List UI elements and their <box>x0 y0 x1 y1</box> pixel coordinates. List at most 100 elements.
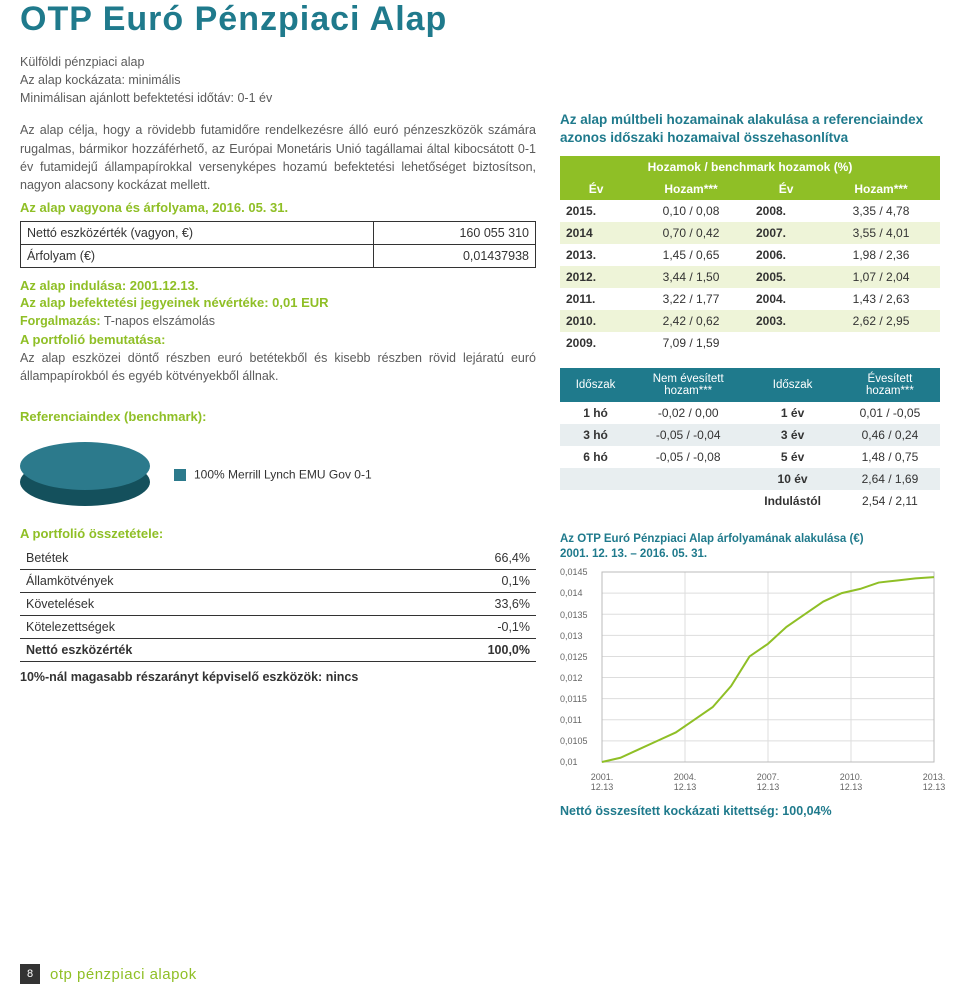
x-tick-label: 2010. 12.13 <box>821 772 881 792</box>
table-row: 2009.7,09 / 1,59 <box>560 332 940 354</box>
y-tick-label: 0,0105 <box>560 736 588 746</box>
settlement-line: Forgalmazás: T-napos elszámolás <box>20 312 536 330</box>
portf-label: Nettó eszközérték <box>20 639 373 662</box>
y-tick-label: 0,012 <box>560 673 583 683</box>
nav-table: Nettó eszközérték (vagyon, €) 160 055 31… <box>20 221 536 268</box>
returns-heading: Az alap múltbeli hozamainak alakulása a … <box>560 111 940 146</box>
returns-cell: 2008. <box>750 200 822 222</box>
portf-label: Betétek <box>20 547 373 570</box>
table-row: 1 hó-0,02 / 0,001 év0,01 / -0,05 <box>560 402 940 424</box>
y-tick-label: 0,0125 <box>560 652 588 662</box>
period-cell: -0,02 / 0,00 <box>631 402 745 424</box>
returns-cell: 2006. <box>750 244 822 266</box>
period-cell: 3 hó <box>560 424 631 446</box>
portf-value: -0,1% <box>373 616 536 639</box>
rate-value: 0,01437938 <box>373 244 535 267</box>
returns-cell: 2014 <box>560 222 632 244</box>
table-row: Indulástól2,54 / 2,11 <box>560 490 940 512</box>
returns-cell: 2009. <box>560 332 632 354</box>
chart-caption: Az OTP Euró Pénzpiaci Alap árfolyamának … <box>560 532 940 562</box>
period-head: Nem évesített hozam*** <box>631 368 745 402</box>
table-row: Államkötvények0,1% <box>20 570 536 593</box>
footer-text: otp pénzpiaci alapok <box>50 966 197 983</box>
portfolio-table: Betétek66,4% Államkötvények0,1% Követelé… <box>20 547 536 662</box>
returns-cell: 2005. <box>750 266 822 288</box>
over-10-note: 10%-nál magasabb részarányt képviselő es… <box>20 670 536 684</box>
table-row: Árfolyam (€) 0,01437938 <box>21 244 536 267</box>
period-head: Évesített hozam*** <box>840 368 940 402</box>
legend-swatch-icon <box>174 469 186 481</box>
pie-legend: 100% Merrill Lynch EMU Gov 0-1 <box>174 467 372 482</box>
settlement-value: T-napos elszámolás <box>101 314 215 328</box>
portf-value: 100,0% <box>373 639 536 662</box>
period-cell: Indulástól <box>745 490 840 512</box>
period-cell: 5 év <box>745 446 840 468</box>
table-row: 10 év2,64 / 1,69 <box>560 468 940 490</box>
table-row: Kötelezettségek-0,1% <box>20 616 536 639</box>
returns-cell: 2004. <box>750 288 822 310</box>
returns-cell <box>750 332 822 354</box>
returns-cell: 7,09 / 1,59 <box>632 332 750 354</box>
returns-cell: 2015. <box>560 200 632 222</box>
period-cell: 1 év <box>745 402 840 424</box>
table-row: 2010.2,42 / 0,622003.2,62 / 2,95 <box>560 310 940 332</box>
period-cell <box>560 468 631 490</box>
returns-table: Hozamok / benchmark hozamok (%) Év Hozam… <box>560 156 940 354</box>
returns-cell: 3,22 / 1,77 <box>632 288 750 310</box>
page-number: 8 <box>20 964 40 984</box>
period-cell: 6 hó <box>560 446 631 468</box>
y-tick-label: 0,01 <box>560 757 578 767</box>
returns-cell <box>822 332 940 354</box>
portfolio-intro-text: Az alap eszközei döntő részben euró beté… <box>20 349 536 385</box>
returns-head: Hozam*** <box>822 178 940 200</box>
table-row: 2011.3,22 / 1,772004.1,43 / 2,63 <box>560 288 940 310</box>
portfolio-comp-label: A portfolió összetétele: <box>20 526 536 541</box>
y-tick-label: 0,0135 <box>560 610 588 620</box>
returns-superhead: Hozamok / benchmark hozamok (%) <box>560 156 940 178</box>
table-row: 3 hó-0,05 / -0,043 év0,46 / 0,24 <box>560 424 940 446</box>
returns-head: Hozam*** <box>632 178 750 200</box>
rate-label: Árfolyam (€) <box>21 244 374 267</box>
exposure-note: Nettó összesített kockázati kitettség: 1… <box>560 804 940 818</box>
y-tick-label: 0,011 <box>560 715 582 725</box>
page-title: OTP Euró Pénzpiaci Alap <box>20 0 940 39</box>
nav-label: Nettó eszközérték (vagyon, €) <box>21 221 374 244</box>
intro-line-3: Minimálisan ajánlott befektetési időtáv:… <box>20 89 940 107</box>
table-row: 6 hó-0,05 / -0,085 év1,48 / 0,75 <box>560 446 940 468</box>
nav-heading: Az alap vagyona és árfolyama, 2016. 05. … <box>20 200 536 215</box>
returns-cell: 1,07 / 2,04 <box>822 266 940 288</box>
period-cell: 2,64 / 1,69 <box>840 468 940 490</box>
legend-label: 100% Merrill Lynch EMU Gov 0-1 <box>194 468 372 482</box>
returns-cell: 0,70 / 0,42 <box>632 222 750 244</box>
returns-cell: 3,35 / 4,78 <box>822 200 940 222</box>
returns-head: Év <box>750 178 822 200</box>
returns-cell: 2,62 / 2,95 <box>822 310 940 332</box>
returns-cell: 2013. <box>560 244 632 266</box>
table-row: Nettó eszközérték100,0% <box>20 639 536 662</box>
line-chart: 0,01450,0140,01350,0130,01250,0120,01150… <box>560 566 940 786</box>
returns-head: Év <box>560 178 632 200</box>
table-row: 20140,70 / 0,422007.3,55 / 4,01 <box>560 222 940 244</box>
portf-label: Kötelezettségek <box>20 616 373 639</box>
returns-cell: 1,45 / 0,65 <box>632 244 750 266</box>
x-tick-label: 2004. 12.13 <box>655 772 715 792</box>
pie-chart-row: 100% Merrill Lynch EMU Gov 0-1 <box>20 442 536 506</box>
period-head: Időszak <box>745 368 840 402</box>
pie-chart-icon <box>20 442 150 506</box>
period-cell: 1 hó <box>560 402 631 424</box>
table-row: 2012.3,44 / 1,502005.1,07 / 2,04 <box>560 266 940 288</box>
returns-cell: 2003. <box>750 310 822 332</box>
returns-cell: 1,98 / 2,36 <box>822 244 940 266</box>
x-tick-label: 2007. 12.13 <box>738 772 798 792</box>
returns-cell: 1,43 / 2,63 <box>822 288 940 310</box>
period-cell <box>560 490 631 512</box>
returns-cell: 2007. <box>750 222 822 244</box>
period-cell <box>631 468 745 490</box>
period-head: Időszak <box>560 368 631 402</box>
y-tick-label: 0,014 <box>560 588 583 598</box>
portf-label: Követelések <box>20 593 373 616</box>
table-row: Követelések33,6% <box>20 593 536 616</box>
nominal-value: Az alap befektetési jegyeinek névértéke:… <box>20 295 536 310</box>
portf-label: Államkötvények <box>20 570 373 593</box>
x-tick-label: 2013. 12.13 <box>904 772 960 792</box>
